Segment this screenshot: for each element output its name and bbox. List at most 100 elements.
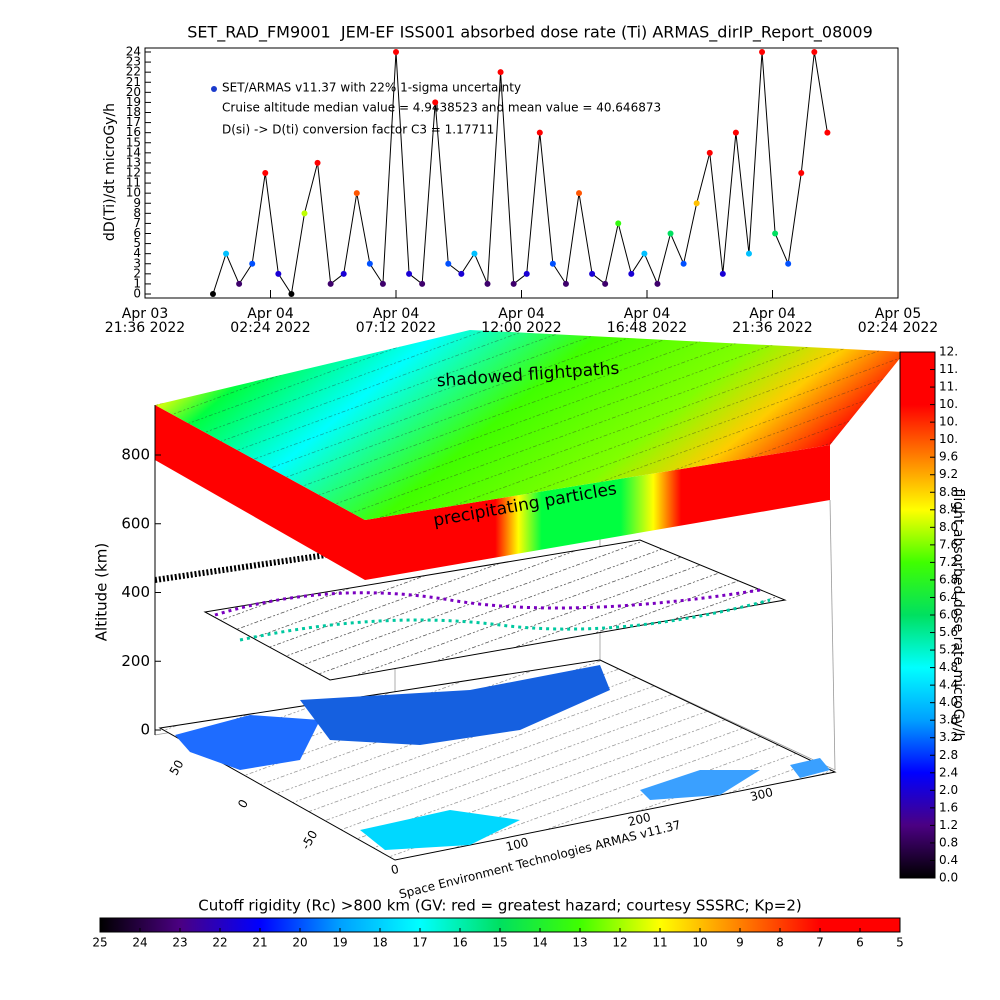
slab-side: [155, 405, 365, 580]
data-point: [811, 49, 818, 55]
data-point: [602, 280, 609, 287]
data-point: [406, 270, 413, 277]
data-point: [549, 260, 556, 267]
colorbar-tick-label: 14: [532, 936, 547, 950]
altitude-label: Altitude (km): [93, 543, 111, 641]
colorbar-tick-label: 12.: [939, 345, 958, 359]
data-point: [680, 260, 687, 267]
colorbar-tick-label: 10: [692, 936, 707, 950]
data-point: [628, 270, 635, 277]
y-tick-label: 15: [126, 135, 141, 149]
data-point: [288, 291, 295, 297]
data-point: [353, 190, 360, 197]
colorbar-tick-label: 8: [776, 936, 784, 950]
slab-front: [365, 445, 830, 580]
colorbar-tick-label: 6.8: [939, 572, 958, 586]
x-tick-label: Apr 04 07:12 2022: [356, 306, 436, 336]
y-tick-label: 1: [133, 276, 141, 290]
y-tick-label: 19: [126, 95, 141, 109]
data-point: [562, 280, 569, 287]
data-point: [719, 270, 726, 277]
chart-title: SET_RAD_FM9001 JEM-EF ISS001 absorbed do…: [187, 23, 873, 43]
data-point: [667, 230, 674, 237]
data-point: [484, 280, 491, 287]
data-point: [340, 270, 347, 277]
y-tick-label: 10: [126, 186, 141, 200]
altitude-tick-label: 600: [121, 514, 150, 532]
colorbar-tick-label: 21: [252, 936, 267, 950]
colorbar-tick-label: 11: [652, 936, 667, 950]
y-tick-label: 21: [126, 75, 141, 89]
lat-tick-label: -50: [298, 828, 320, 852]
y-tick-label: 20: [126, 85, 141, 99]
y-tick-label: 11: [126, 176, 141, 190]
y-tick-label: 9: [133, 196, 141, 210]
colorbar-tick-label: 5.6: [939, 625, 958, 639]
y-tick-label: 5: [133, 236, 141, 250]
colorbar: [899, 351, 936, 879]
colorbar-tick-label: 22: [212, 936, 227, 950]
data-point: [589, 270, 596, 277]
colorbar-tick-label: 5: [896, 936, 904, 950]
x-tick-label: Apr 04 12:00 2022: [481, 306, 561, 336]
colorbar-tick-label: 12: [612, 936, 627, 950]
colorbar-label: flight absorbed dose rate microGy/h: [950, 489, 966, 742]
data-point: [366, 260, 373, 267]
data-point: [249, 260, 256, 267]
data-point: [419, 280, 426, 287]
altitude-tick-label: 800: [121, 446, 150, 464]
data-point: [445, 260, 452, 267]
colorbar-tick-label: 3.2: [939, 730, 958, 744]
data-point: [432, 99, 439, 106]
lon-tick-label: 200: [627, 810, 653, 829]
data-point: [236, 280, 243, 287]
colorbar-tick-label: 6: [856, 936, 864, 950]
land-mass: [300, 665, 610, 745]
colorbar-tick-label: 2.8: [939, 748, 958, 762]
colorbar-tick-label: 11.: [939, 380, 958, 394]
data-point: [641, 250, 648, 257]
data-point: [471, 250, 478, 257]
y-tick-label: 14: [126, 145, 141, 159]
data-point: [798, 170, 805, 176]
y-tick-label: 18: [126, 105, 141, 119]
y-tick-label: 12: [126, 166, 141, 180]
annotation: D(si) -> D(ti) conversion factor C3 = 1.…: [222, 123, 494, 137]
data-point: [706, 149, 713, 156]
colorbar-tick-label: 9: [736, 936, 744, 950]
y-tick-label: 13: [126, 155, 141, 169]
colorbar-tick-label: 2.0: [939, 783, 958, 797]
data-point: [576, 190, 583, 197]
colorbar-tick-label: 9.6: [939, 450, 958, 464]
colorbar-tick-label: 25: [92, 936, 107, 950]
colorbar-tick-label: 4.8: [939, 660, 958, 674]
y-tick-label: 24: [126, 45, 141, 59]
colorbar-tick-label: 9.2: [939, 467, 958, 481]
data-point: [785, 260, 792, 267]
data-point: [393, 49, 399, 55]
data-point: [523, 270, 530, 277]
land-mass: [790, 758, 830, 778]
y-tick-label: 22: [126, 65, 141, 79]
data-point: [497, 69, 504, 76]
data-point: [772, 230, 779, 237]
y-tick-label: 0: [133, 287, 141, 301]
altitude-tick-label: 200: [121, 652, 150, 670]
colorbar-tick-label: 0.0: [939, 871, 958, 885]
altitude-tick-label: 400: [121, 583, 150, 601]
data-point: [732, 129, 739, 136]
data-point: [615, 220, 622, 227]
lon-tick-label: 0: [389, 862, 400, 877]
colorbar-tick-label: 1.2: [939, 818, 958, 832]
colorbar-tick-label: 8.4: [939, 502, 958, 516]
colorbar-tick-label: 23: [172, 936, 187, 950]
x-tick-label: Apr 04 21:36 2022: [732, 306, 812, 336]
lat-tick-label: 50: [167, 758, 187, 778]
slab-tracks: [155, 330, 905, 520]
y-tick-label: 3: [133, 256, 141, 270]
altitude-tick-label: 0: [140, 721, 150, 739]
data-point: [693, 200, 700, 207]
data-point: [536, 129, 543, 136]
